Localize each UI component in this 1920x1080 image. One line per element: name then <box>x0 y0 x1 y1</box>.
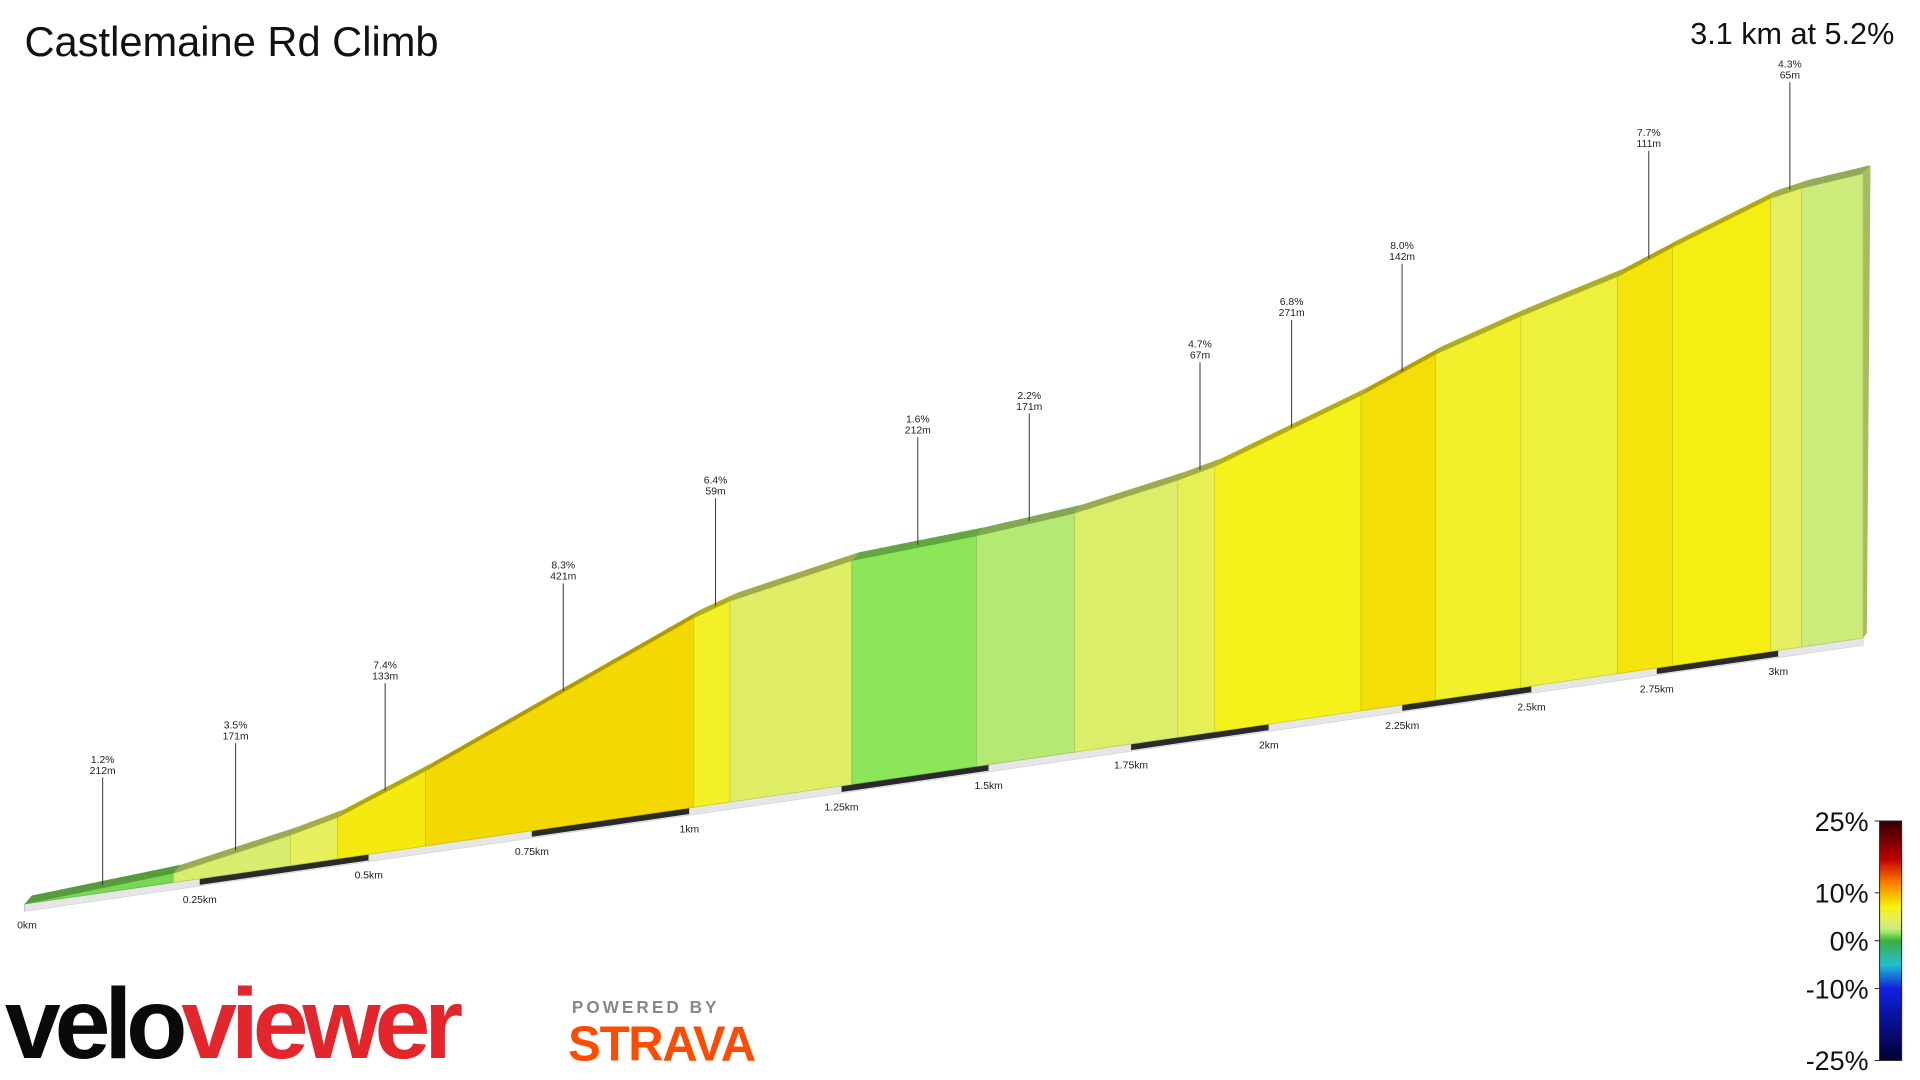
segment <box>337 770 426 860</box>
brand-velo: velo <box>5 968 184 1080</box>
segment <box>1177 466 1216 738</box>
segment <box>1360 353 1437 712</box>
annotation-length: 421m <box>550 572 576 583</box>
x-tick-label: 2km <box>1259 740 1279 751</box>
annotation-length: 111m <box>1637 139 1661 150</box>
chart-subtitle: 3.1 km at 5.2% <box>1690 17 1894 51</box>
annotation-length: 59m <box>705 487 725 498</box>
segment <box>729 560 853 803</box>
annotation-length: 65m <box>1780 70 1800 81</box>
distance-band <box>531 807 690 837</box>
powered-by: POWERED BY <box>572 998 720 1017</box>
x-tick-label: 2.75km <box>1640 684 1674 695</box>
segment-top <box>1435 307 1529 355</box>
x-tick-label: 0.75km <box>515 847 549 858</box>
segment-top <box>730 552 860 602</box>
segment <box>1672 197 1772 667</box>
segment-top <box>1520 268 1625 317</box>
annotation-grade: 4.7% <box>1188 340 1212 351</box>
annotation-length: 67m <box>1190 351 1210 362</box>
segment <box>1435 315 1522 701</box>
profile-end <box>1863 165 1871 639</box>
x-tick-label: 2.5km <box>1517 702 1545 713</box>
x-tick-label: 1.5km <box>975 781 1003 792</box>
annotation-length: 212m <box>905 426 931 437</box>
segment-top <box>1074 471 1186 514</box>
partner-logo: STRAVA <box>568 1018 756 1072</box>
legend-label: 25% <box>1815 807 1869 837</box>
segment <box>1520 276 1619 689</box>
annotation-grade: 2.2% <box>1017 391 1041 402</box>
annotation-length: 212m <box>90 766 116 777</box>
annotation-length: 171m <box>1016 402 1042 413</box>
distance-band <box>841 764 989 792</box>
segment <box>851 535 977 785</box>
segment <box>1801 173 1864 648</box>
chart-title: Castlemaine Rd Climb <box>24 18 438 65</box>
annotation-grade: 7.4% <box>373 660 397 671</box>
annotation-grade: 8.0% <box>1390 241 1414 252</box>
segment <box>976 512 1076 767</box>
x-tick-label: 1.75km <box>1114 760 1148 771</box>
segment-top <box>1672 189 1779 248</box>
legend-label: 0% <box>1830 927 1869 957</box>
annotation-length: 142m <box>1389 252 1415 263</box>
annotation-grade: 3.5% <box>224 720 248 731</box>
annotation-length: 133m <box>372 671 398 682</box>
annotation-grade: 1.2% <box>91 755 115 766</box>
segment <box>693 600 731 808</box>
brand-viewer: viewer <box>181 968 462 1080</box>
segment <box>1770 187 1803 652</box>
segment-top <box>1801 165 1871 189</box>
segment <box>1074 479 1179 753</box>
legend-label: -10% <box>1806 974 1869 1004</box>
x-tick-label: 1km <box>680 824 700 835</box>
x-tick-label: 1.25km <box>825 802 859 813</box>
annotation-grade: 6.4% <box>704 476 728 487</box>
legend-label: 10% <box>1815 879 1869 909</box>
x-tick-label: 3km <box>1769 667 1789 678</box>
annotation-grade: 1.6% <box>906 415 930 426</box>
legend-label: -25% <box>1806 1046 1869 1076</box>
distance-band <box>199 854 369 885</box>
segment <box>425 617 695 847</box>
distance-band <box>1402 686 1532 711</box>
x-tick-label: 0.5km <box>355 871 383 882</box>
annotation-length: 271m <box>1279 308 1305 319</box>
x-tick-label: 2.25km <box>1385 721 1419 732</box>
distance-band <box>1131 724 1269 751</box>
annotation-length: 171m <box>223 731 249 742</box>
segment <box>1214 394 1362 733</box>
segment <box>1617 246 1673 675</box>
annotation-grade: 8.3% <box>551 561 575 572</box>
brand-logo: veloviewer <box>5 968 462 1080</box>
annotation-grade: 7.7% <box>1637 128 1661 139</box>
legend-bar <box>1879 820 1903 1061</box>
x-tick-label: 0km <box>17 921 37 932</box>
x-tick-label: 0.25km <box>183 895 217 906</box>
distance-band <box>1656 650 1779 675</box>
annotation-grade: 4.3% <box>1778 59 1802 70</box>
annotation-grade: 6.8% <box>1280 297 1304 308</box>
segment-top <box>290 809 345 836</box>
